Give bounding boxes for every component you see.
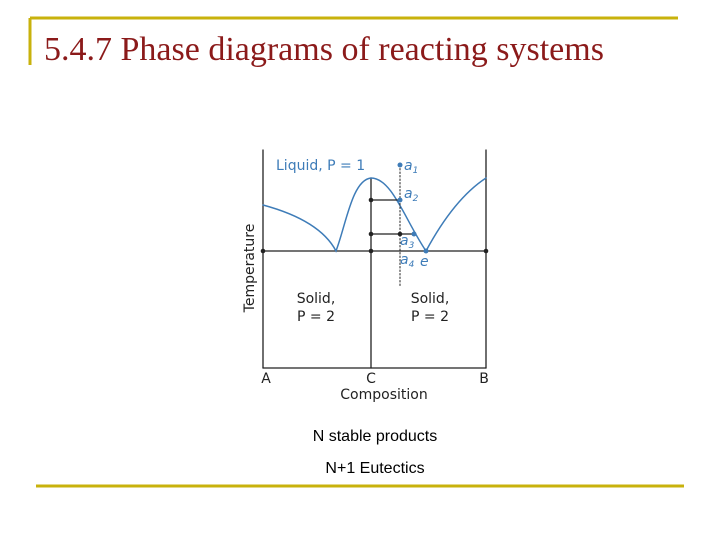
- x-label: A: [261, 371, 271, 387]
- eutectic-label: e: [420, 254, 429, 270]
- phase-label: Solid,: [411, 291, 450, 307]
- phase-label: P = 2: [297, 309, 335, 325]
- point-letter: a: [400, 233, 409, 249]
- point-sub: 2: [413, 194, 419, 204]
- phase-label: P = 2: [411, 309, 449, 325]
- point: [368, 197, 374, 203]
- point-sub: 1: [413, 166, 419, 176]
- point-letter: a: [404, 158, 413, 174]
- point: [423, 248, 429, 254]
- point-sub: 3: [409, 241, 415, 251]
- slide-title: 5.4.7 Phase diagrams of reacting systems: [44, 31, 604, 68]
- point-letter: a: [404, 186, 413, 202]
- phase-label: Solid,: [297, 291, 336, 307]
- point: [411, 231, 417, 237]
- point: [260, 248, 266, 254]
- y-axis-label: Temperature: [242, 224, 258, 314]
- caption: N+1 Eutectics: [325, 460, 424, 477]
- point: [397, 231, 403, 237]
- point: [397, 162, 403, 168]
- point: [368, 231, 374, 237]
- point-label: a3: [400, 233, 415, 251]
- point-label: a2: [404, 186, 419, 204]
- caption: N stable products: [313, 428, 438, 445]
- point-label: a4: [400, 252, 415, 270]
- point: [397, 197, 403, 203]
- point-label: a1: [404, 158, 418, 176]
- x-axis-label: Composition: [340, 387, 427, 403]
- x-label: B: [479, 371, 489, 387]
- phase-diagram: Liquid, P = 1 a1 a2 a3 a4 e Solid, P = 2…: [242, 149, 489, 403]
- point-sub: 4: [409, 260, 415, 270]
- liquidus: [262, 177, 487, 253]
- point: [483, 248, 489, 254]
- x-label: C: [366, 371, 376, 387]
- phase-label: Liquid, P = 1: [276, 158, 365, 174]
- point-letter: a: [400, 252, 409, 268]
- point: [368, 248, 374, 254]
